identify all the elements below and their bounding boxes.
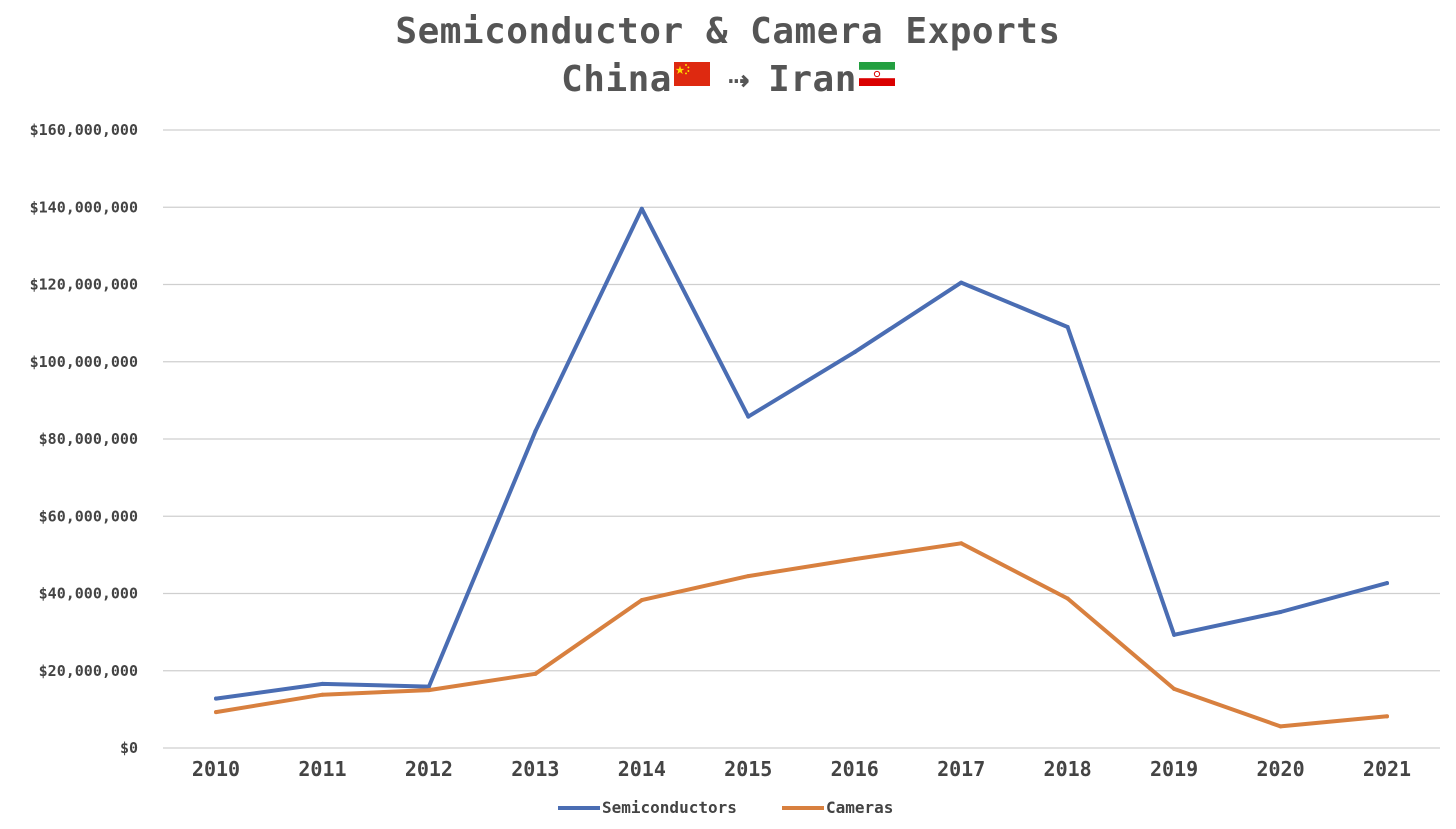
data-point-semiconductors bbox=[1278, 610, 1283, 615]
data-point-semiconductors bbox=[533, 429, 538, 434]
y-tick-label: $120,000,000 bbox=[30, 276, 138, 294]
y-tick-label: $20,000,000 bbox=[39, 662, 138, 680]
x-tick-label: 2020 bbox=[1256, 757, 1304, 781]
china-flag-icon bbox=[673, 62, 710, 86]
chart-subtitle: China ⇢ Iran bbox=[0, 56, 1456, 104]
x-axis: 2010 2011 2012 2013 2014 2015 2016 2017 2018 2019… bbox=[192, 757, 1411, 781]
x-tick-label: 2011 bbox=[298, 757, 346, 781]
series-lines bbox=[214, 206, 1389, 729]
series-line-semiconductors bbox=[214, 206, 1389, 701]
data-point-cameras bbox=[959, 541, 964, 546]
legend-label-cameras: Cameras bbox=[826, 798, 893, 817]
data-point-semiconductors bbox=[214, 696, 218, 701]
chart-title: Semiconductor & Camera Exports bbox=[395, 11, 1061, 52]
x-tick-label: 2012 bbox=[405, 757, 453, 781]
subtitle-arrow: ⇢ bbox=[727, 59, 751, 100]
x-tick-label: 2016 bbox=[831, 757, 879, 781]
chart-title-block: Semiconductor & Camera Exports China ⇢ Ir… bbox=[0, 8, 1456, 104]
data-point-cameras bbox=[1278, 724, 1283, 729]
data-point-semiconductors bbox=[1385, 581, 1389, 586]
data-point-semiconductors bbox=[1065, 324, 1070, 329]
data-point-semiconductors bbox=[1172, 632, 1177, 637]
legend-label-semiconductors: Semiconductors bbox=[602, 798, 737, 817]
y-tick-label: $100,000,000 bbox=[30, 353, 138, 371]
data-point-semiconductors bbox=[746, 414, 751, 419]
subtitle-to: Iran bbox=[768, 59, 857, 100]
data-point-cameras bbox=[746, 574, 751, 579]
data-point-cameras bbox=[1172, 686, 1177, 691]
series-line-cameras bbox=[214, 541, 1389, 729]
legend: Semiconductors Cameras bbox=[558, 798, 893, 817]
y-axis: $0 $20,000,000 $40,000,000 $60,000,000 $80,0… bbox=[30, 121, 138, 757]
x-tick-label: 2015 bbox=[724, 757, 772, 781]
data-point-cameras bbox=[214, 710, 218, 715]
data-point-semiconductors bbox=[320, 681, 325, 686]
data-point-semiconductors bbox=[639, 206, 644, 211]
data-point-cameras bbox=[426, 688, 431, 693]
iran-flag-icon bbox=[858, 62, 895, 86]
x-tick-label: 2017 bbox=[937, 757, 985, 781]
data-point-semiconductors bbox=[426, 684, 431, 689]
y-tick-label: $140,000,000 bbox=[30, 198, 138, 216]
x-tick-label: 2010 bbox=[192, 757, 240, 781]
x-tick-label: 2014 bbox=[618, 757, 666, 781]
data-point-cameras bbox=[1065, 596, 1070, 601]
x-tick-label: 2013 bbox=[511, 757, 559, 781]
data-point-semiconductors bbox=[852, 350, 857, 355]
y-tick-label: $40,000,000 bbox=[39, 585, 138, 603]
data-point-cameras bbox=[320, 692, 325, 697]
y-tick-label: $0 bbox=[120, 739, 138, 757]
data-point-cameras bbox=[533, 671, 538, 676]
data-point-semiconductors bbox=[959, 280, 964, 285]
x-tick-label: 2021 bbox=[1363, 757, 1411, 781]
subtitle-from: China bbox=[561, 59, 672, 100]
data-point-cameras bbox=[639, 598, 644, 603]
grid-lines bbox=[163, 129, 1440, 749]
data-point-cameras bbox=[1385, 714, 1389, 719]
data-point-cameras bbox=[852, 557, 857, 562]
y-tick-label: $160,000,000 bbox=[30, 121, 138, 139]
y-tick-label: $60,000,000 bbox=[39, 507, 138, 525]
x-tick-label: 2019 bbox=[1150, 757, 1198, 781]
y-tick-label: $80,000,000 bbox=[39, 430, 138, 448]
x-tick-label: 2018 bbox=[1044, 757, 1092, 781]
